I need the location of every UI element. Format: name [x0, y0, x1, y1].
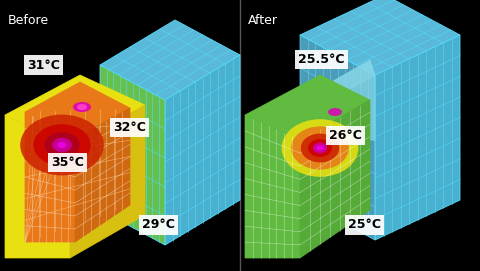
Text: 29°C: 29°C [142, 218, 175, 231]
Ellipse shape [52, 138, 72, 152]
Text: 32°C: 32°C [113, 121, 146, 134]
Ellipse shape [308, 139, 332, 157]
Polygon shape [100, 65, 165, 245]
Polygon shape [300, 75, 375, 140]
Polygon shape [300, 0, 460, 75]
Text: 25°C: 25°C [348, 218, 381, 231]
Polygon shape [5, 75, 145, 148]
Text: 31°C: 31°C [27, 59, 60, 72]
Polygon shape [70, 105, 145, 258]
Polygon shape [300, 35, 375, 240]
Text: After: After [248, 14, 278, 27]
Ellipse shape [316, 145, 324, 151]
Text: Before: Before [8, 14, 49, 27]
Text: 35°C: 35°C [51, 156, 84, 169]
Polygon shape [245, 115, 300, 258]
Ellipse shape [282, 119, 359, 177]
Ellipse shape [313, 143, 327, 153]
Text: 26°C: 26°C [329, 129, 362, 142]
Ellipse shape [291, 126, 349, 170]
Polygon shape [75, 108, 130, 242]
Ellipse shape [328, 108, 342, 116]
Polygon shape [25, 112, 75, 242]
Ellipse shape [34, 124, 91, 166]
Polygon shape [25, 82, 130, 138]
Polygon shape [300, 100, 370, 258]
Text: 25.5°C: 25.5°C [299, 53, 345, 66]
Ellipse shape [77, 104, 87, 110]
Polygon shape [165, 55, 240, 245]
Polygon shape [100, 20, 240, 100]
Ellipse shape [20, 115, 104, 175]
Ellipse shape [44, 132, 80, 158]
Ellipse shape [301, 134, 339, 162]
Polygon shape [245, 75, 370, 140]
Polygon shape [375, 35, 460, 240]
Polygon shape [300, 60, 375, 115]
Ellipse shape [58, 142, 66, 148]
Polygon shape [5, 115, 70, 258]
Ellipse shape [73, 102, 91, 112]
